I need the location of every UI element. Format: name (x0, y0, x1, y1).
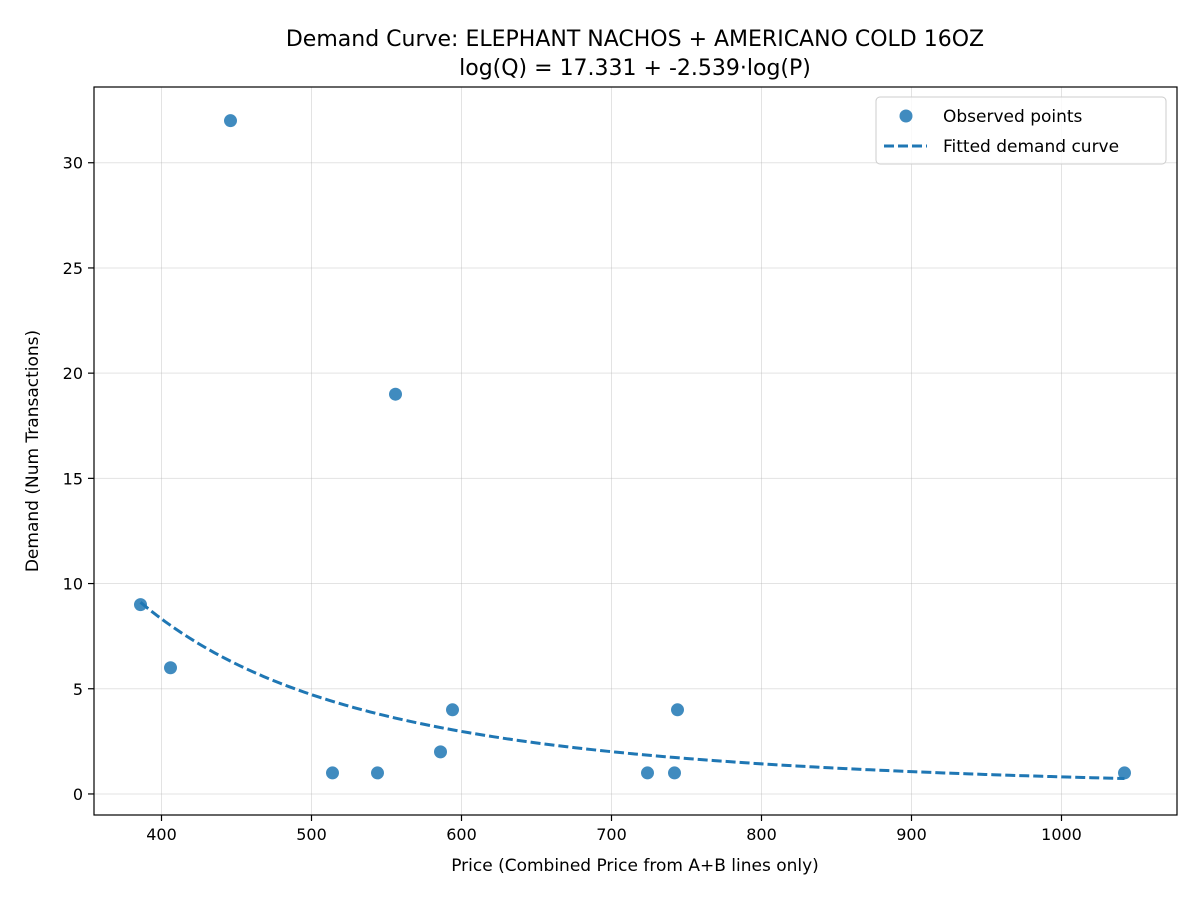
observed-point (134, 598, 147, 612)
y-tick-label: 15 (63, 469, 83, 488)
x-tick-label: 900 (896, 825, 927, 844)
fitted-demand-curve-line (139, 601, 1125, 781)
observed-point (1118, 766, 1131, 780)
x-tick-label: 500 (296, 825, 327, 844)
y-axis-label: Demand (Num Transactions) (23, 330, 43, 572)
plot-frame (93, 86, 1178, 816)
observed-point (371, 766, 384, 780)
y-tick-label: 30 (63, 154, 83, 173)
fitted-curve-layer (139, 601, 1125, 781)
legend-label-observed: Observed points (943, 107, 1083, 127)
y-tick-label: 5 (73, 680, 83, 699)
x-axis-label: Price (Combined Price from A+B lines onl… (451, 856, 819, 876)
legend-scatter-marker (899, 109, 913, 123)
y-axis: 0 5 10 15 20 25 30 (63, 154, 94, 804)
observed-point (389, 387, 402, 401)
x-axis: 400 500 600 700 800 900 1000 (146, 815, 1082, 844)
grid-lines (94, 87, 1177, 815)
x-tick-label: 600 (446, 825, 477, 844)
observed-points-layer (134, 114, 1131, 780)
y-tick-label: 10 (63, 575, 83, 594)
observed-point (668, 766, 681, 780)
legend-label-fitted: Fitted demand curve (943, 137, 1119, 157)
legend: Observed points Fitted demand curve (875, 96, 1167, 165)
observed-point (164, 661, 177, 675)
y-tick-label: 0 (73, 785, 83, 804)
chart-title: Demand Curve: ELEPHANT NACHOS + AMERICAN… (286, 27, 984, 52)
observed-point (224, 114, 237, 128)
x-tick-label: 700 (596, 825, 627, 844)
observed-point (671, 703, 684, 717)
x-tick-label: 800 (746, 825, 777, 844)
x-tick-label: 400 (146, 825, 177, 844)
observed-point (446, 703, 459, 717)
chart-subtitle: log(Q) = 17.331 + -2.539·log(P) (459, 56, 811, 81)
legend-box (875, 96, 1167, 165)
observed-point (434, 745, 447, 759)
y-tick-label: 25 (63, 259, 83, 278)
x-tick-label: 1000 (1041, 825, 1082, 844)
observed-point (326, 766, 339, 780)
observed-point (641, 766, 654, 780)
y-tick-label: 20 (63, 364, 83, 383)
